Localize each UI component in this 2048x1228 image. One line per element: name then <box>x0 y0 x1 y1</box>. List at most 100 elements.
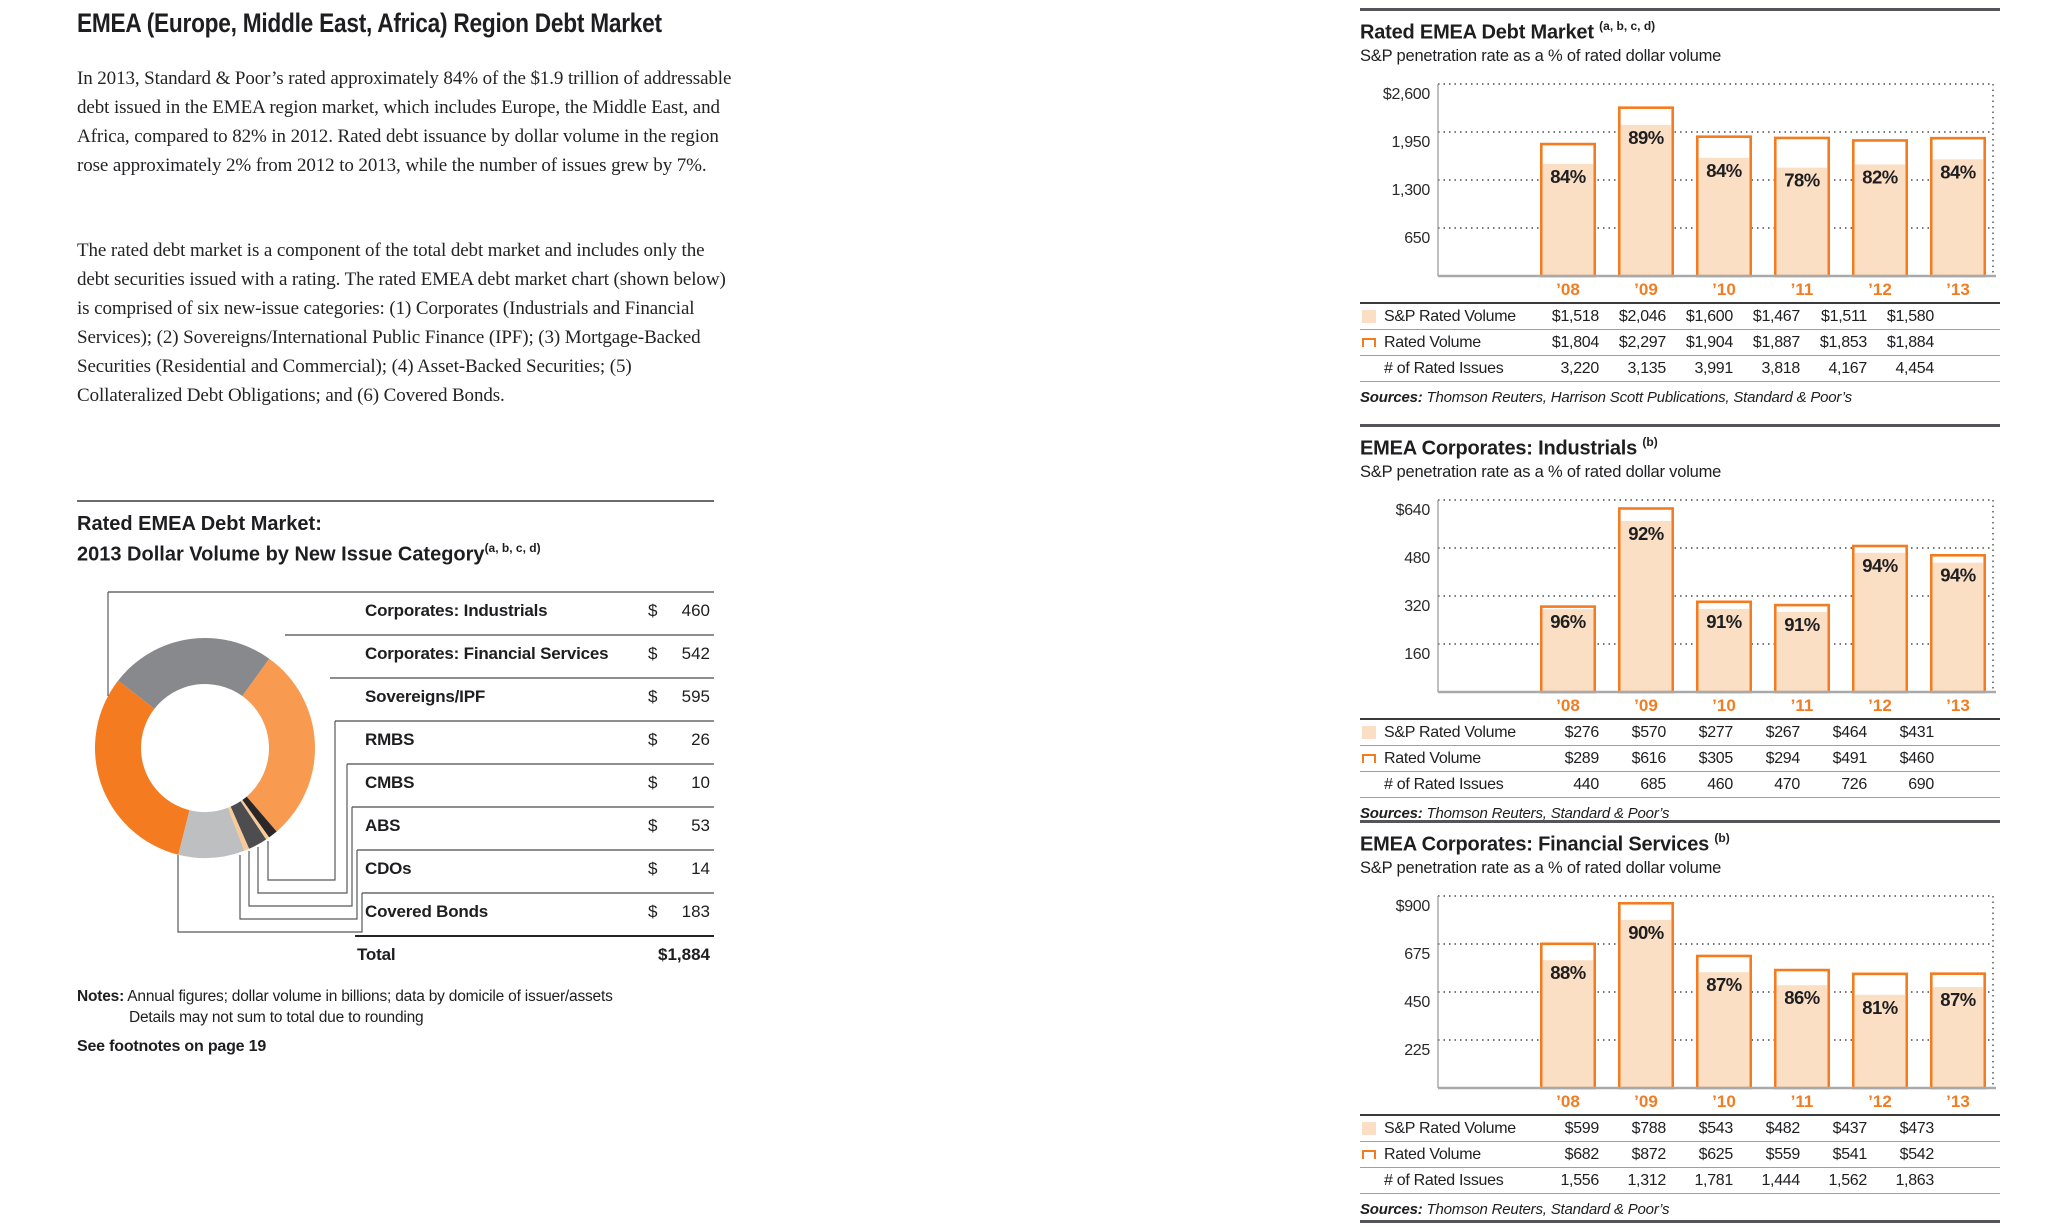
footnote-marker: (a, b, c, d) <box>1599 18 1656 33</box>
table-cell-value: 3,818 <box>1761 359 1800 377</box>
donut-segment <box>178 807 245 858</box>
sources-label: Sources: <box>1360 805 1423 823</box>
row-label-text: Rated Volume <box>1384 749 1481 767</box>
table-cell-value: 690 <box>1908 775 1934 793</box>
leader-line <box>248 807 353 907</box>
page-title: EMEA (Europe, Middle East, Africa) Regio… <box>77 8 662 38</box>
chart-subtitle: S&P penetration rate as a % of rated dol… <box>1360 859 1722 878</box>
table-cell-value: $1,804 <box>1551 333 1599 351</box>
y-axis-tick-label: 1,950 <box>1391 134 1430 151</box>
table-cell-value: $305 <box>1698 749 1734 767</box>
category-label: CMBS <box>365 773 415 792</box>
total-value: $1,884 <box>658 945 710 964</box>
table-cell-value: 470 <box>1774 775 1800 793</box>
row-label-text: Rated Volume <box>1384 333 1481 351</box>
donut-table-row: Corporates: Industrials $460 <box>355 592 712 635</box>
category-value: 183 <box>681 902 710 921</box>
rated-volume-swatch-icon <box>1362 1150 1376 1160</box>
sp-rated-volume-fill <box>1932 562 1984 691</box>
table-row: Rated Volume $682 $872 $625 $559 $541 $542 <box>1360 1141 2000 1167</box>
chart-data-table: S&P Rated Volume $599 $788 $543 $482 $437 $473… <box>1360 1114 2000 1195</box>
y-axis-tick-label: $640 <box>1396 502 1431 519</box>
chart-title: EMEA Corporates: Financial Services (b) <box>1360 830 2000 857</box>
x-axis-year-label: ’12 <box>1868 280 1892 299</box>
donut-legend-table: Corporates: Industrials $460 Corporates: F… <box>355 570 712 985</box>
section-rule <box>1360 8 2000 11</box>
table-cell-value: $1,887 <box>1752 333 1800 351</box>
sp-rated-volume-fill <box>1854 994 1906 1087</box>
table-row: # of Rated Issues 1,556 1,312 1,781 1,444 1,5… <box>1360 1167 2000 1193</box>
table-cell-value: 3,991 <box>1694 359 1733 377</box>
category-value: 10 <box>691 773 710 792</box>
x-axis-year-label: ’08 <box>1556 696 1580 715</box>
chart-data-table: S&P Rated Volume $1,518 $2,046 $1,600 $1,467… <box>1360 302 2000 383</box>
table-cell-value: 1,444 <box>1761 1171 1800 1189</box>
chart-section-rated-emea: Rated EMEA Debt Market (a, b, c, d) S&P … <box>1360 8 2000 406</box>
table-cell-value: $1,467 <box>1752 307 1800 325</box>
intro-paragraph: In 2013, Standard & Poor’s rated approxi… <box>77 68 732 176</box>
chart-section-financial-services: EMEA Corporates: Financial Services (b) … <box>1360 820 2000 1218</box>
row-label: Rated Volume <box>1360 750 1532 768</box>
donut-table-row: Covered Bonds $183 <box>355 893 712 936</box>
donut-table-row: CDOs $14 <box>355 850 712 893</box>
sources-line: Sources: Thomson Reuters, Standard & Poo… <box>1360 805 2000 822</box>
category-value: 460 <box>681 601 710 620</box>
sources-line: Sources: Thomson Reuters, Harrison Scott… <box>1360 389 2000 406</box>
table-row: # of Rated Issues 440 685 460 470 726 690 <box>1360 771 2000 797</box>
table-cell-value: 4,454 <box>1895 359 1934 377</box>
y-axis-tick-label: 1,300 <box>1391 182 1430 199</box>
x-axis-year-label: ’12 <box>1868 696 1892 715</box>
chart-title-text: EMEA Corporates: Industrials <box>1360 437 1638 460</box>
row-label-text: S&P Rated Volume <box>1384 723 1516 741</box>
table-cell-value: $294 <box>1765 749 1801 767</box>
sp-rated-volume-fill <box>1620 521 1672 691</box>
donut-title-line2: 2013 Dollar Volume by New Issue Category <box>77 543 485 566</box>
rated-volume-swatch-icon <box>1362 338 1376 348</box>
table-cell-value: $542 <box>1899 1145 1935 1163</box>
y-axis-tick-label: $900 <box>1396 898 1431 915</box>
sp-rated-volume-swatch-icon <box>1362 310 1376 324</box>
table-cell-value: $464 <box>1832 723 1868 741</box>
category-value: 595 <box>681 687 710 706</box>
x-axis-year-label: ’10 <box>1712 1092 1736 1111</box>
table-cell-value: $616 <box>1631 749 1667 767</box>
x-axis-year-label: ’09 <box>1634 280 1658 299</box>
footnote-marker: (b) <box>1714 830 1730 845</box>
table-row: Rated Volume $289 $616 $305 $294 $491 $460 <box>1360 745 2000 771</box>
table-row: S&P Rated Volume $1,518 $2,046 $1,600 $1,467… <box>1360 304 2000 329</box>
footnote-reference-link[interactable]: See footnotes on page 19 <box>77 1038 267 1055</box>
currency-symbol: $ <box>648 773 658 792</box>
currency-symbol: $ <box>648 859 658 878</box>
category-label: ABS <box>365 816 401 835</box>
table-cell-value: $541 <box>1832 1145 1868 1163</box>
y-axis-tick-label: 650 <box>1404 230 1430 247</box>
table-cell-value: 1,562 <box>1828 1171 1867 1189</box>
category-value: 542 <box>681 644 710 663</box>
y-axis-tick-label: 225 <box>1404 1042 1430 1059</box>
chart-title: EMEA Corporates: Industrials (b) <box>1360 435 2000 461</box>
leader-line <box>177 855 363 933</box>
category-label: RMBS <box>365 730 415 749</box>
sources-text: Thomson Reuters, Standard & Poor’s <box>1422 805 1670 823</box>
donut-table-row: Corporates: Financial Services $542 <box>355 635 712 678</box>
table-cell-value: $491 <box>1832 749 1868 767</box>
x-axis-year-label: ’12 <box>1868 1092 1892 1111</box>
x-axis-year-label: ’11 <box>1791 696 1814 715</box>
row-label-text: # of Rated Issues <box>1384 775 1504 793</box>
sp-rated-volume-fill <box>1776 985 1828 1087</box>
donut-segment <box>227 806 250 851</box>
sp-rated-volume-fill <box>1542 609 1594 691</box>
donut-table-row: Sovereigns/IPF $595 <box>355 678 712 721</box>
table-cell-value: $1,580 <box>1886 307 1934 325</box>
table-cell-value: $625 <box>1698 1145 1734 1163</box>
section-rule <box>1360 424 2000 427</box>
donut-segment <box>230 801 267 849</box>
y-axis-tick-label: 160 <box>1404 646 1430 663</box>
currency-symbol: $ <box>648 730 658 749</box>
description-paragraph: The rated debt market is a component of … <box>77 240 726 406</box>
footnote-marker: (a, b, c, d) <box>484 541 541 555</box>
sources-text: Thomson Reuters, Harrison Scott Publicat… <box>1422 389 1853 407</box>
table-cell-value: $599 <box>1564 1119 1600 1137</box>
sp-rated-volume-fill <box>1698 158 1750 275</box>
row-label: # of Rated Issues <box>1360 776 1532 794</box>
